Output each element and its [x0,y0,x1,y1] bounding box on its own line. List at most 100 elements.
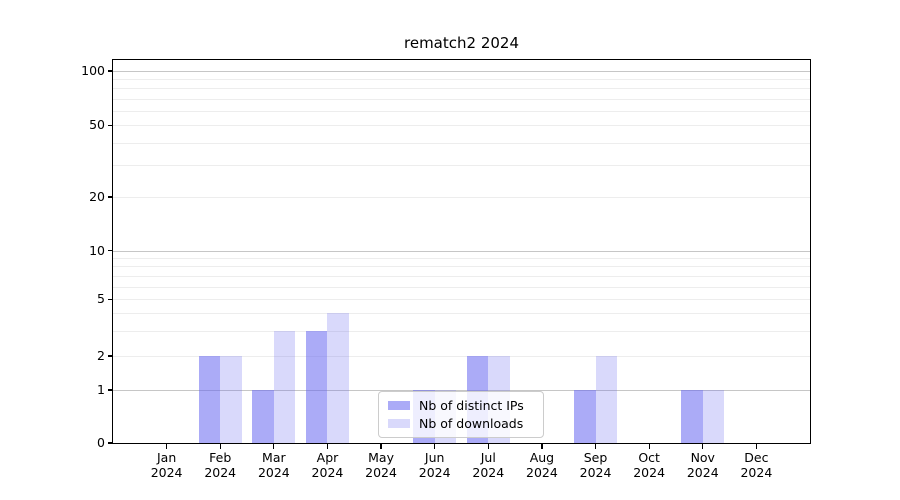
x-tick-mark [648,443,650,449]
y-tick-mark [108,70,113,72]
legend-label-distinct-ips: Nb of distinct IPs [419,398,524,414]
x-tick-year: 2024 [311,465,344,480]
x-tick-year: 2024 [686,465,719,480]
bar-downloads [595,355,617,443]
gridline-minor [113,88,810,90]
gridline-minor [113,313,810,315]
x-tick-label: Jul 2024 [448,450,528,480]
x-tick-label: Feb 2024 [180,450,260,480]
x-tick-year: 2024 [472,465,505,480]
x-tick-year: 2024 [418,465,451,480]
x-tick-month: Oct [638,450,660,465]
y-tick-label: 2 [97,347,105,363]
x-tick-year: 2024 [257,465,290,480]
x-tick-mark [755,443,757,449]
legend-label-downloads: Nb of downloads [419,415,524,431]
bar-distinct-ips [198,355,221,443]
gridline-major [113,250,810,252]
x-tick-year: 2024 [633,465,666,480]
legend-item-downloads: Nb of downloads [388,415,534,433]
bar-distinct-ips [681,389,703,443]
gridline-minor [113,330,810,332]
gridline-minor [113,125,810,127]
x-tick-label: Jan 2024 [127,450,207,480]
gridline-minor [113,266,810,268]
x-tick-month: Mar [262,450,286,465]
bar-distinct-ips [306,330,328,443]
gridline-minor [113,79,810,81]
x-tick-mark [541,443,543,449]
y-tick-label: 1 [97,381,105,397]
legend-swatch-distinct-ips-icon [388,401,410,411]
bar-distinct-ips [574,389,596,443]
x-tick-label: Sep 2024 [556,450,636,480]
bar-downloads [273,330,296,443]
gridline-major [113,389,810,391]
y-tick-label: 50 [89,117,105,133]
x-tick-label: Oct 2024 [609,450,689,480]
gridline-minor [113,142,810,144]
x-tick-year: 2024 [150,465,183,480]
y-tick-label: 100 [81,62,105,78]
x-tick-mark [273,443,275,449]
x-tick-month: Jan [156,450,177,465]
x-tick-label: Aug 2024 [502,450,582,480]
gridline-minor [113,165,810,167]
x-tick-month: Jun [424,450,445,465]
y-tick-label: 10 [89,242,105,258]
x-tick-year: 2024 [526,465,558,480]
y-tick-mark [108,389,113,391]
chart-title: rematch2 2024 [404,34,519,52]
x-tick-month: Jul [480,450,496,465]
x-tick-month: Aug [529,450,555,465]
bar-downloads [220,355,242,443]
x-tick-label: Jun 2024 [395,450,475,480]
legend: Nb of distinct IPs Nb of downloads [378,391,544,438]
y-tick-mark [108,442,113,444]
gridline-minor [113,111,810,113]
x-tick-year: 2024 [740,465,773,480]
x-tick-label: Apr 2024 [287,450,367,480]
x-tick-month: Feb [209,450,232,465]
y-tick-label: 0 [97,435,105,450]
y-tick-mark [108,298,113,300]
x-tick-month: May [368,450,394,465]
y-tick-label: 20 [89,188,105,204]
x-tick-year: 2024 [365,465,397,480]
y-tick-mark [108,355,113,357]
gridline-minor [113,286,810,288]
legend-item-distinct-ips: Nb of distinct IPs [388,397,534,415]
y-tick-mark [108,250,113,252]
x-tick-mark [702,443,704,449]
x-tick-month: Sep [583,450,608,465]
x-tick-mark [219,443,221,449]
bar-downloads [327,313,349,443]
x-tick-month: Nov [690,450,715,465]
x-tick-mark [434,443,436,449]
x-tick-mark [326,443,329,449]
gridline-minor [113,98,810,100]
bar-downloads [702,389,725,443]
gridline-minor [113,258,810,260]
y-tick-mark [108,196,113,198]
x-tick-mark [487,443,489,449]
x-tick-mark [380,443,382,449]
x-tick-mark [594,443,597,449]
x-tick-label: Mar 2024 [234,450,314,480]
x-tick-label: May 2024 [341,450,421,480]
gridline-minor [113,275,810,277]
gridline-minor [113,196,810,198]
x-tick-year: 2024 [204,465,237,480]
x-tick-label: Nov 2024 [663,450,743,480]
gridline-minor [113,299,810,301]
y-tick-label: 5 [97,291,105,307]
plot-area: Nb of distinct IPs Nb of downloads [113,60,810,443]
y-tick-mark [108,124,113,126]
gridline-major [113,70,810,72]
x-tick-mark [166,443,168,449]
legend-swatch-downloads-icon [388,418,410,428]
gridline-minor [113,355,810,357]
x-tick-month: Dec [744,450,769,465]
bar-distinct-ips [252,389,274,443]
